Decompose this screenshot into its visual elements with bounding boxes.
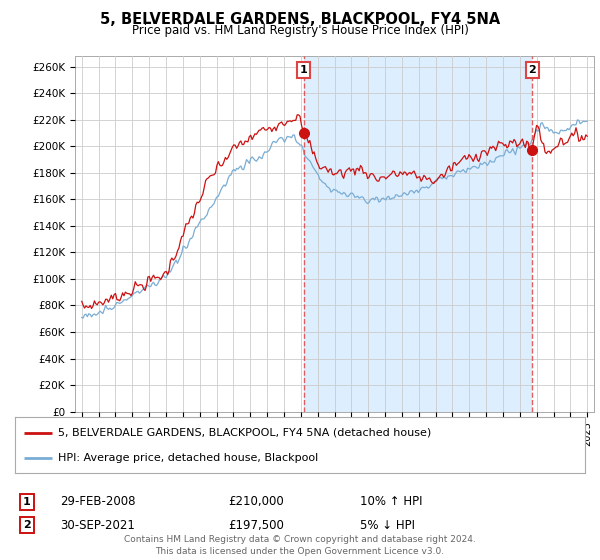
Text: Price paid vs. HM Land Registry's House Price Index (HPI): Price paid vs. HM Land Registry's House … xyxy=(131,24,469,37)
Text: 2: 2 xyxy=(23,520,31,530)
Text: 5% ↓ HPI: 5% ↓ HPI xyxy=(360,519,415,532)
Text: 1: 1 xyxy=(300,65,308,75)
Text: £210,000: £210,000 xyxy=(228,495,284,508)
Text: 1: 1 xyxy=(23,497,31,507)
Text: 2: 2 xyxy=(529,65,536,75)
Text: £197,500: £197,500 xyxy=(228,519,284,532)
Text: 5, BELVERDALE GARDENS, BLACKPOOL, FY4 5NA (detached house): 5, BELVERDALE GARDENS, BLACKPOOL, FY4 5N… xyxy=(58,428,431,438)
Text: HPI: Average price, detached house, Blackpool: HPI: Average price, detached house, Blac… xyxy=(58,452,318,463)
Text: 29-FEB-2008: 29-FEB-2008 xyxy=(60,495,136,508)
Text: Contains HM Land Registry data © Crown copyright and database right 2024.
This d: Contains HM Land Registry data © Crown c… xyxy=(124,535,476,556)
Bar xyxy=(304,56,532,412)
Text: 10% ↑ HPI: 10% ↑ HPI xyxy=(360,495,422,508)
Text: 5, BELVERDALE GARDENS, BLACKPOOL, FY4 5NA: 5, BELVERDALE GARDENS, BLACKPOOL, FY4 5N… xyxy=(100,12,500,27)
Text: 30-SEP-2021: 30-SEP-2021 xyxy=(60,519,135,532)
